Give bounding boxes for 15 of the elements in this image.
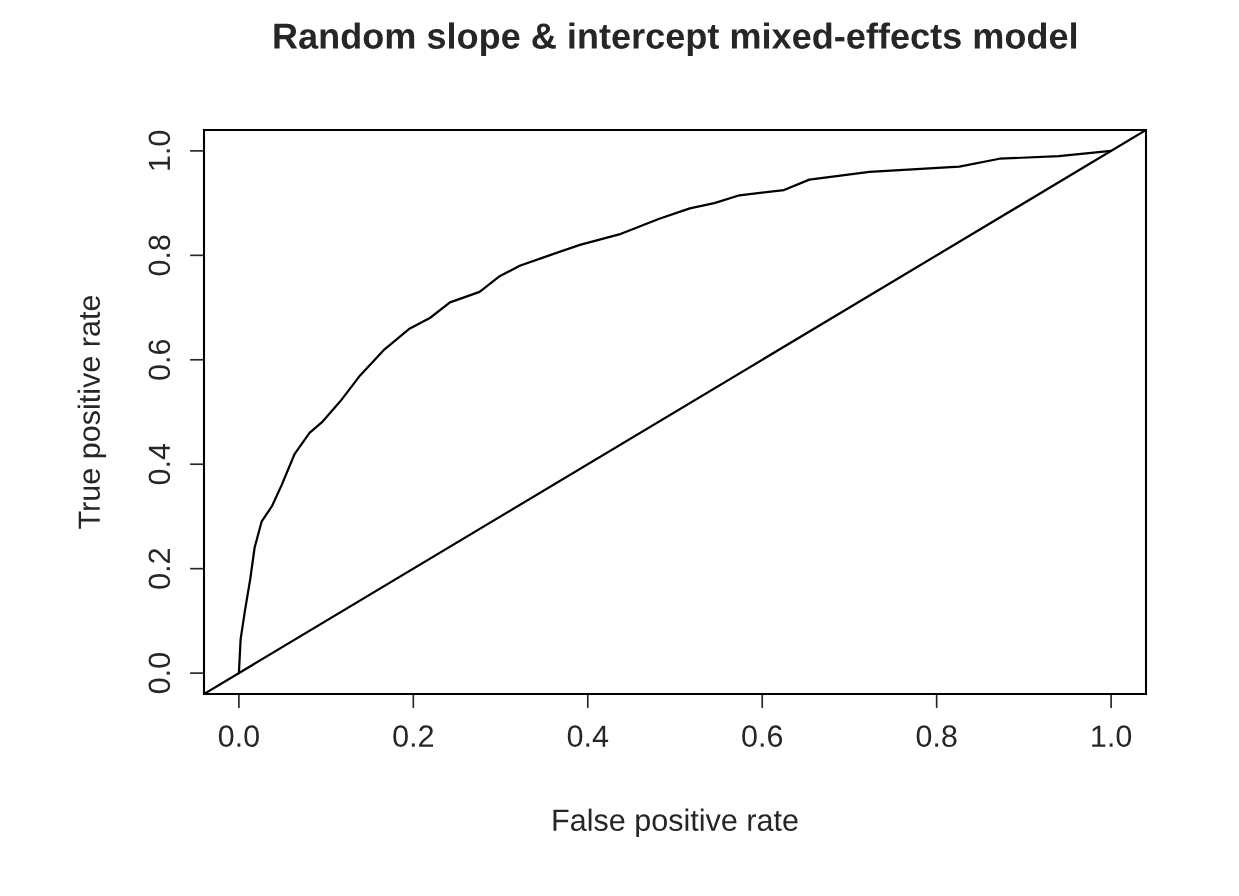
x-tick-label: 0.6 bbox=[742, 725, 783, 747]
y-axis-title: True positive rate bbox=[77, 295, 107, 529]
x-tick-label: 0.8 bbox=[916, 725, 957, 747]
x-tick-label: 0.4 bbox=[567, 725, 609, 747]
y-tick-label: 0.0 bbox=[148, 653, 171, 694]
x-tick-label: 0.2 bbox=[393, 725, 434, 747]
y-tick-label: 0.6 bbox=[148, 339, 171, 380]
y-tick-label: 0.2 bbox=[148, 548, 171, 589]
x-tick-label: 0.0 bbox=[218, 725, 259, 747]
x-tick-label: 1.0 bbox=[1092, 725, 1132, 747]
x-axis-title: False positive rate bbox=[553, 808, 798, 838]
y-tick-label: 1.0 bbox=[148, 130, 171, 170]
y-tick-label: 0.8 bbox=[148, 235, 171, 276]
chart-title: Random slope & intercept mixed-effects model bbox=[274, 22, 1077, 57]
y-tick-label: 0.4 bbox=[148, 443, 171, 485]
